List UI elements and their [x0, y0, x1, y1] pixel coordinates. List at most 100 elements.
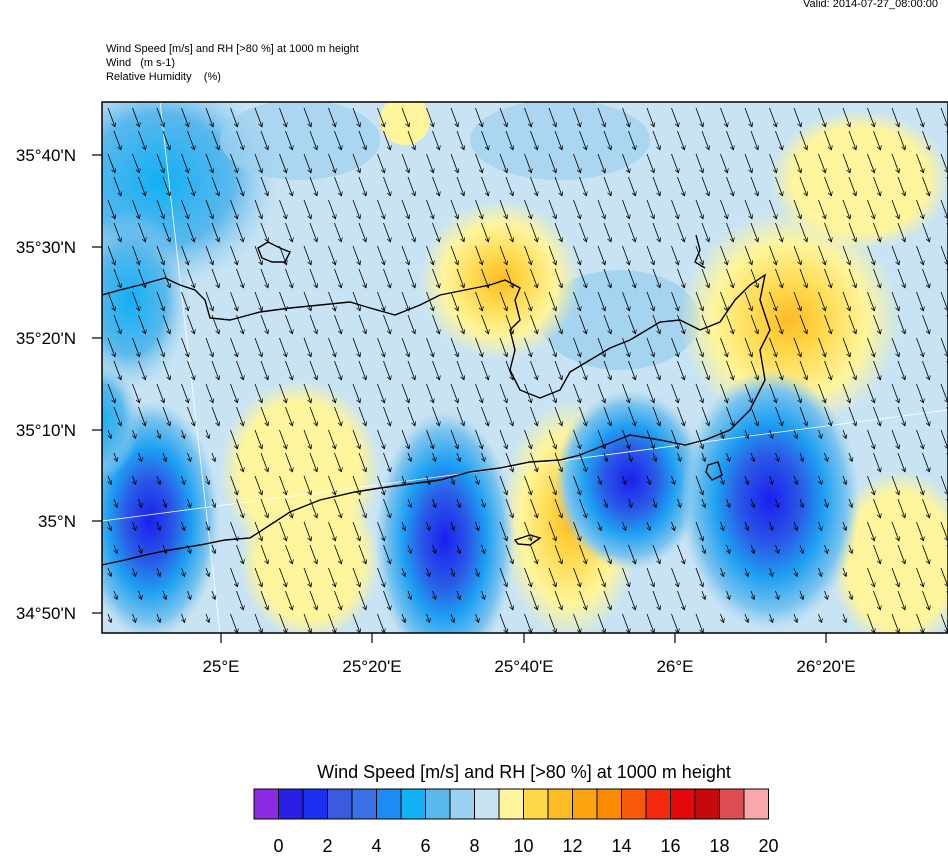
wind-arrow — [824, 130, 832, 150]
wind-arrow — [211, 406, 219, 426]
wind-arrow — [524, 291, 532, 311]
wind-arrow — [745, 613, 748, 622]
wind-arrow — [652, 360, 660, 380]
wind-arrow — [328, 567, 336, 587]
wind-arrow — [695, 291, 703, 311]
wind-arrow — [303, 107, 311, 127]
wind-arrow — [427, 567, 430, 576]
wind-arrow — [505, 590, 513, 610]
wind-arrow — [113, 360, 121, 380]
wind-arrow — [188, 544, 191, 553]
wind-arrow — [108, 567, 111, 576]
wind-arrow — [163, 544, 166, 553]
wind-arrow — [401, 291, 409, 311]
wind-arrow — [236, 452, 244, 472]
wind-arrow — [114, 452, 117, 461]
wind-arrow — [702, 544, 705, 553]
wind-arrow — [254, 567, 262, 587]
wind-arrow — [721, 521, 724, 530]
wind-arrow — [897, 544, 905, 564]
lon-label: 25°E — [202, 657, 239, 676]
wind-arrow — [770, 521, 773, 530]
wind-arrow — [897, 314, 905, 334]
wind-arrow — [163, 452, 166, 461]
wind-arrow — [677, 544, 685, 564]
wind-arrow — [163, 498, 166, 507]
wind-arrow — [770, 613, 773, 622]
wind-arrow — [524, 429, 532, 449]
wind-arrow — [818, 153, 826, 173]
wind-arrow — [597, 613, 605, 633]
wind-arrow — [873, 222, 881, 242]
lon-label: 25°20'E — [342, 657, 401, 676]
wind-arrow — [750, 360, 758, 380]
wind-arrow — [334, 360, 342, 380]
wind-arrow — [579, 452, 587, 472]
wind-arrow — [819, 613, 822, 622]
wind-arrow — [695, 475, 703, 495]
wind-arrow — [720, 337, 728, 357]
wind-arrow — [652, 130, 660, 150]
colorbar-swatch — [376, 788, 402, 820]
wind-arrow — [671, 199, 679, 219]
wind-arrow — [450, 153, 458, 173]
colorbar-label: 6 — [420, 836, 431, 856]
wind-arrow — [260, 590, 268, 610]
wind-arrow — [481, 222, 489, 242]
wind-arrow — [505, 130, 513, 150]
wind-arrow — [573, 521, 581, 541]
colorbar — [253, 788, 769, 820]
wind-vectors — [108, 107, 948, 633]
wind-arrow — [628, 314, 636, 334]
wind-arrow — [457, 590, 460, 599]
wind-arrow — [383, 222, 391, 242]
wind-arrow — [695, 429, 703, 449]
wind-arrow — [597, 567, 605, 587]
wind-arrow — [530, 544, 538, 564]
wind-arrow — [285, 130, 293, 150]
colorbar-swatch — [719, 788, 745, 820]
wind-arrow — [776, 498, 779, 507]
wind-arrow — [891, 291, 899, 311]
wind-arrow — [205, 245, 213, 265]
colorbar-swatch — [278, 788, 304, 820]
wind-arrow — [597, 107, 605, 127]
wind-arrow — [524, 107, 532, 127]
wind-arrow — [236, 314, 244, 334]
wind-arrow — [751, 498, 754, 507]
wind-arrow — [383, 590, 391, 610]
wind-arrow — [401, 337, 409, 357]
wind-arrow — [328, 199, 336, 219]
wind-arrow — [940, 613, 948, 633]
wind-arrow — [701, 176, 709, 196]
wind-arrow — [133, 521, 136, 530]
wind-arrow — [603, 406, 611, 426]
wind-arrow — [727, 452, 730, 461]
wind-arrow — [652, 590, 660, 610]
wind-arrow — [352, 475, 360, 495]
wind-arrow — [897, 130, 905, 150]
wind-arrow — [156, 153, 164, 173]
wind-arrow — [254, 613, 262, 633]
wind-arrow — [476, 521, 479, 530]
wind-arrow — [554, 452, 562, 472]
wind-arrow — [824, 360, 832, 380]
wind-arrow — [358, 130, 366, 150]
wind-arrow — [236, 268, 244, 288]
wind-arrow — [603, 176, 611, 196]
wind-arrow — [162, 222, 170, 242]
wind-arrow — [622, 383, 630, 403]
wind-arrow — [285, 452, 293, 472]
wind-arrow — [138, 406, 146, 426]
wind-arrow — [407, 130, 415, 150]
wind-arrow — [622, 429, 630, 449]
wind-arrow — [597, 153, 605, 173]
wind-arrow — [604, 452, 607, 461]
wind-arrow — [181, 383, 189, 403]
wind-arrow — [426, 199, 434, 219]
wind-arrow — [720, 383, 728, 403]
wind-arrow — [775, 268, 783, 288]
wind-arrow — [629, 498, 632, 507]
wind-arrow — [407, 314, 415, 334]
wind-arrow — [579, 498, 587, 518]
